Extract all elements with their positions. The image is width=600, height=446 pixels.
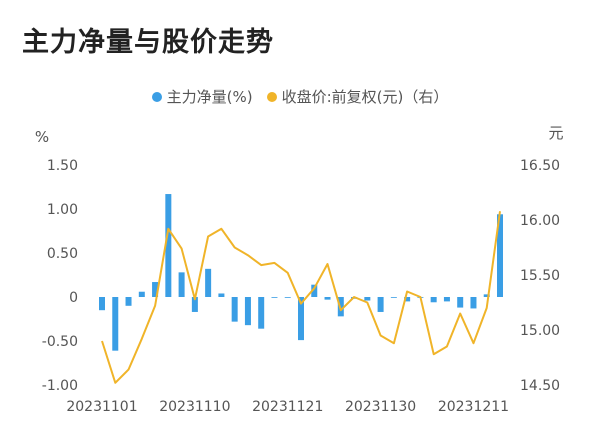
left-axis-unit: % — [35, 128, 49, 146]
net-volume-bar[interactable] — [364, 297, 371, 301]
net-volume-bar[interactable] — [443, 297, 450, 302]
legend-label-net-volume: 主力净量(%) — [166, 88, 253, 106]
net-volume-bar[interactable] — [152, 282, 159, 297]
left-tick-label: 0 — [69, 290, 78, 306]
x-tick-label: 20231121 — [252, 399, 323, 415]
net-volume-bar[interactable] — [284, 297, 291, 298]
net-volume-bar[interactable] — [125, 297, 132, 306]
legend: 主力净量(%) 收盘价:前复权(元)（右） — [0, 86, 600, 107]
right-tick-label: 16.50 — [520, 158, 560, 174]
x-tick-label: 20231211 — [438, 399, 509, 415]
net-volume-bar[interactable] — [205, 268, 212, 297]
chart-title: 主力净量与股价走势 — [22, 27, 274, 58]
net-volume-bar[interactable] — [324, 297, 331, 300]
net-volume-bar[interactable] — [470, 297, 477, 309]
net-volume-bar[interactable] — [258, 297, 265, 329]
left-axis: 1.50 1.00 0.50 0 -0.50 -1.00 — [42, 158, 78, 394]
net-volume-bar[interactable] — [390, 297, 397, 298]
net-volume-bar[interactable] — [311, 284, 318, 297]
net-volume-bar[interactable] — [178, 272, 185, 297]
net-volume-bar[interactable] — [165, 194, 172, 297]
net-volume-bar[interactable] — [298, 297, 304, 341]
net-volume-bar[interactable] — [271, 297, 278, 298]
legend-bar-marker-icon — [151, 91, 162, 102]
left-tick-label: -1.00 — [42, 378, 78, 394]
right-tick-label: 15.50 — [520, 268, 560, 284]
net-volume-bar[interactable] — [99, 297, 105, 311]
left-tick-label: 0.50 — [47, 246, 78, 262]
left-tick-label: 1.50 — [47, 158, 78, 174]
legend-item-net-volume[interactable]: 主力净量(%) — [151, 86, 253, 107]
right-axis-unit: 元 — [548, 124, 563, 142]
net-volume-bar[interactable] — [244, 297, 251, 326]
right-tick-label: 14.50 — [520, 378, 560, 394]
net-volume-bar[interactable] — [191, 297, 198, 312]
close-price-series[interactable] — [101, 211, 501, 384]
net-volume-bar[interactable] — [457, 297, 464, 308]
net-volume-bar[interactable] — [231, 297, 238, 322]
right-tick-label: 15.00 — [520, 323, 560, 339]
net-volume-bar[interactable] — [404, 297, 411, 302]
close-price-line — [101, 211, 501, 384]
legend-item-close-price[interactable]: 收盘价:前复权(元)（右） — [266, 86, 449, 107]
left-tick-label: -0.50 — [42, 334, 78, 350]
x-tick-label: 20231130 — [345, 399, 416, 415]
net-volume-bar[interactable] — [497, 214, 503, 297]
legend-line-marker-icon — [266, 91, 277, 102]
x-tick-label: 20231101 — [66, 399, 137, 415]
net-volume-bar[interactable] — [430, 297, 437, 303]
net-volume-bar[interactable] — [377, 297, 384, 312]
left-tick-label: 1.00 — [47, 202, 78, 218]
x-axis: 20231101 20231110 20231121 20231130 20231211 — [66, 399, 509, 415]
net-volume-bars — [99, 194, 503, 351]
net-volume-bar[interactable] — [112, 297, 119, 351]
net-volume-bar[interactable] — [218, 293, 225, 297]
right-tick-label: 16.00 — [520, 213, 560, 229]
net-volume-bar[interactable] — [138, 291, 145, 297]
right-axis: 16.50 16.00 15.50 15.00 14.50 — [520, 158, 560, 394]
x-tick-label: 20231110 — [159, 399, 230, 415]
net-volume-bar[interactable] — [483, 294, 490, 297]
legend-label-close-price: 收盘价:前复权(元)（右） — [281, 88, 449, 106]
